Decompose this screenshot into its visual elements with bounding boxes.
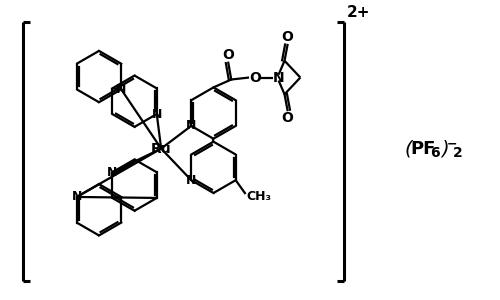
Text: ): ) — [442, 139, 449, 158]
Text: 2: 2 — [452, 146, 462, 160]
Text: N: N — [152, 108, 162, 121]
Text: O: O — [282, 111, 294, 125]
Text: Ru: Ru — [151, 142, 172, 156]
Text: N: N — [116, 83, 126, 96]
Text: 6: 6 — [430, 146, 440, 160]
Text: N: N — [186, 174, 196, 187]
Text: (: ( — [404, 139, 411, 158]
Text: N: N — [72, 190, 82, 203]
Text: N: N — [273, 70, 284, 85]
Text: O: O — [249, 70, 261, 85]
Text: 2+: 2+ — [346, 5, 370, 20]
Text: N: N — [186, 119, 196, 132]
Text: O: O — [282, 30, 294, 44]
Text: PF: PF — [410, 140, 436, 158]
Text: −: − — [447, 137, 458, 150]
Text: N: N — [107, 166, 118, 179]
Text: O: O — [222, 48, 234, 62]
Text: CH₃: CH₃ — [246, 190, 271, 203]
